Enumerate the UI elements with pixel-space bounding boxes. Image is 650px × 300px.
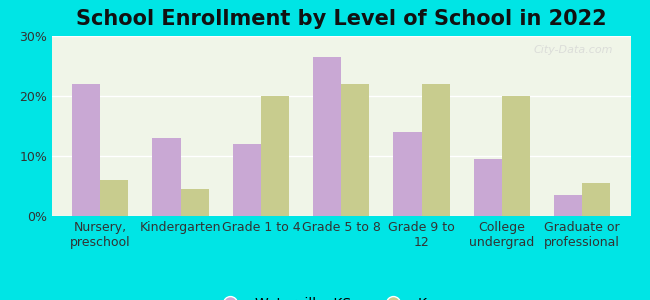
Bar [261,96,289,216]
Text: City-Data.com: City-Data.com [534,45,613,55]
Bar [100,180,128,216]
Bar [72,84,100,216]
Bar [474,159,502,216]
Bar [341,84,369,216]
Legend: Waterville, KS, Kansas: Waterville, KS, Kansas [211,291,472,300]
Bar [393,132,422,216]
Bar [233,144,261,216]
Bar [181,189,209,216]
Bar [582,183,610,216]
Bar [422,84,450,216]
Title: School Enrollment by Level of School in 2022: School Enrollment by Level of School in … [76,9,606,29]
Bar [153,138,181,216]
Bar [313,57,341,216]
Bar [554,195,582,216]
Bar [502,96,530,216]
